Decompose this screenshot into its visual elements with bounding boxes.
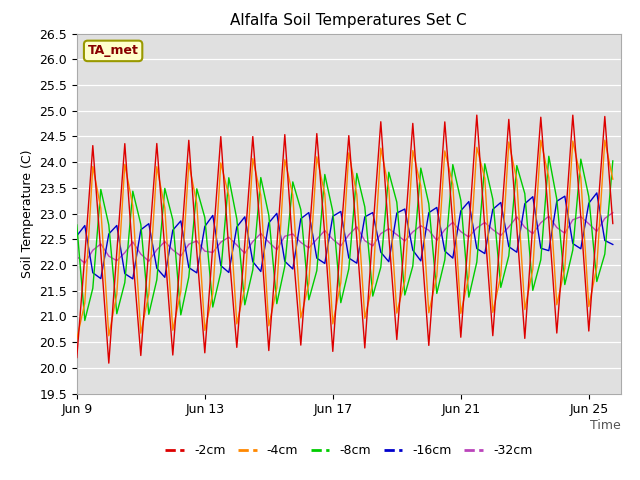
Text: Time: Time [590,419,621,432]
Y-axis label: Soil Temperature (C): Soil Temperature (C) [20,149,34,278]
Title: Alfalfa Soil Temperatures Set C: Alfalfa Soil Temperatures Set C [230,13,467,28]
Text: TA_met: TA_met [88,44,138,58]
Legend: -2cm, -4cm, -8cm, -16cm, -32cm: -2cm, -4cm, -8cm, -16cm, -32cm [160,440,538,462]
